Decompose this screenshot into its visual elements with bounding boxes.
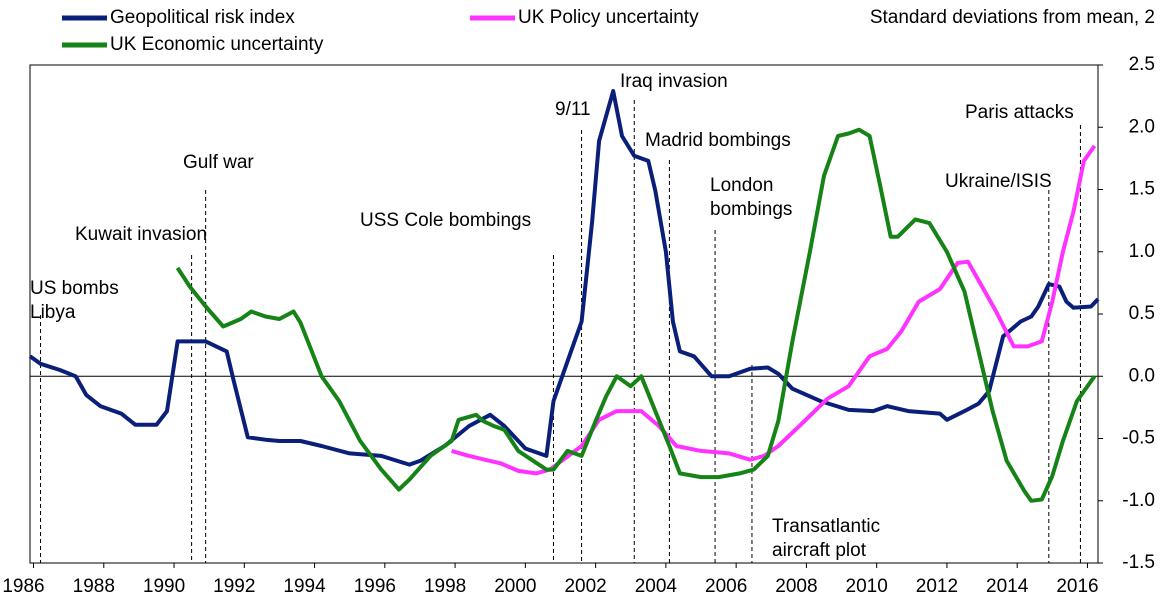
y-tick-label: 0.0 <box>1129 365 1155 386</box>
legend-label: UK Policy uncertainty <box>518 7 699 28</box>
x-tick-label: 2014 <box>986 576 1029 597</box>
x-tick-label: 2000 <box>494 576 536 597</box>
x-tick-label: 1992 <box>213 576 255 597</box>
annotation-label: Iraq invasion <box>620 71 728 92</box>
annotation-label: aircraft plot <box>772 540 867 561</box>
annotation-label: USS Cole bombings <box>360 210 531 231</box>
annotation-label: Ukraine/ISIS <box>945 171 1052 192</box>
y-tick-label: -1.0 <box>1122 490 1155 511</box>
legend-label: UK Economic uncertainty <box>110 34 324 55</box>
y-tick-label: 0.5 <box>1129 303 1155 324</box>
legend-label: Geopolitical risk index <box>110 7 295 28</box>
y-tick-label: -0.5 <box>1122 428 1155 449</box>
x-tick-label: 1998 <box>424 576 466 597</box>
annotation-label: London <box>710 175 773 196</box>
annotation-label: bombings <box>710 199 792 220</box>
annotation-label: Libya <box>30 302 76 323</box>
x-tick-label: 2006 <box>705 576 747 597</box>
x-tick-label: 2016 <box>1056 576 1098 597</box>
x-tick-label: 2012 <box>916 576 958 597</box>
y-tick-label: 1.0 <box>1129 241 1155 262</box>
annotation-label: Kuwait invasion <box>75 224 207 245</box>
chart-title: Standard deviations from mean, 2 <box>870 7 1155 28</box>
annotation-label: Transatlantic <box>772 516 880 537</box>
y-tick-label: 1.5 <box>1129 179 1155 200</box>
x-tick-label: 2010 <box>846 576 888 597</box>
annotation-label: Gulf war <box>183 152 254 173</box>
series-line <box>451 144 1097 476</box>
x-tick-label: 1990 <box>143 576 185 597</box>
y-tick-label: -1.5 <box>1122 552 1155 573</box>
series-line <box>175 127 1097 503</box>
x-tick-label: 2004 <box>635 576 678 597</box>
x-tick-label: 2002 <box>564 576 606 597</box>
x-tick-label: 1986 <box>2 576 44 597</box>
y-tick-label: 2.0 <box>1129 116 1155 137</box>
x-tick-label: 1994 <box>283 576 326 597</box>
annotation-label: Madrid bombings <box>645 130 791 151</box>
plot-frame <box>29 64 1099 564</box>
series-line <box>28 89 1100 467</box>
x-tick-label: 1996 <box>354 576 396 597</box>
annotation-label: US bombs <box>30 278 119 299</box>
x-tick-label: 2008 <box>775 576 817 597</box>
x-tick-label: 1988 <box>73 576 115 597</box>
annotation-label: Paris attacks <box>965 102 1074 123</box>
annotation-label: 9/11 <box>555 99 591 120</box>
y-tick-label: 2.5 <box>1129 54 1155 75</box>
